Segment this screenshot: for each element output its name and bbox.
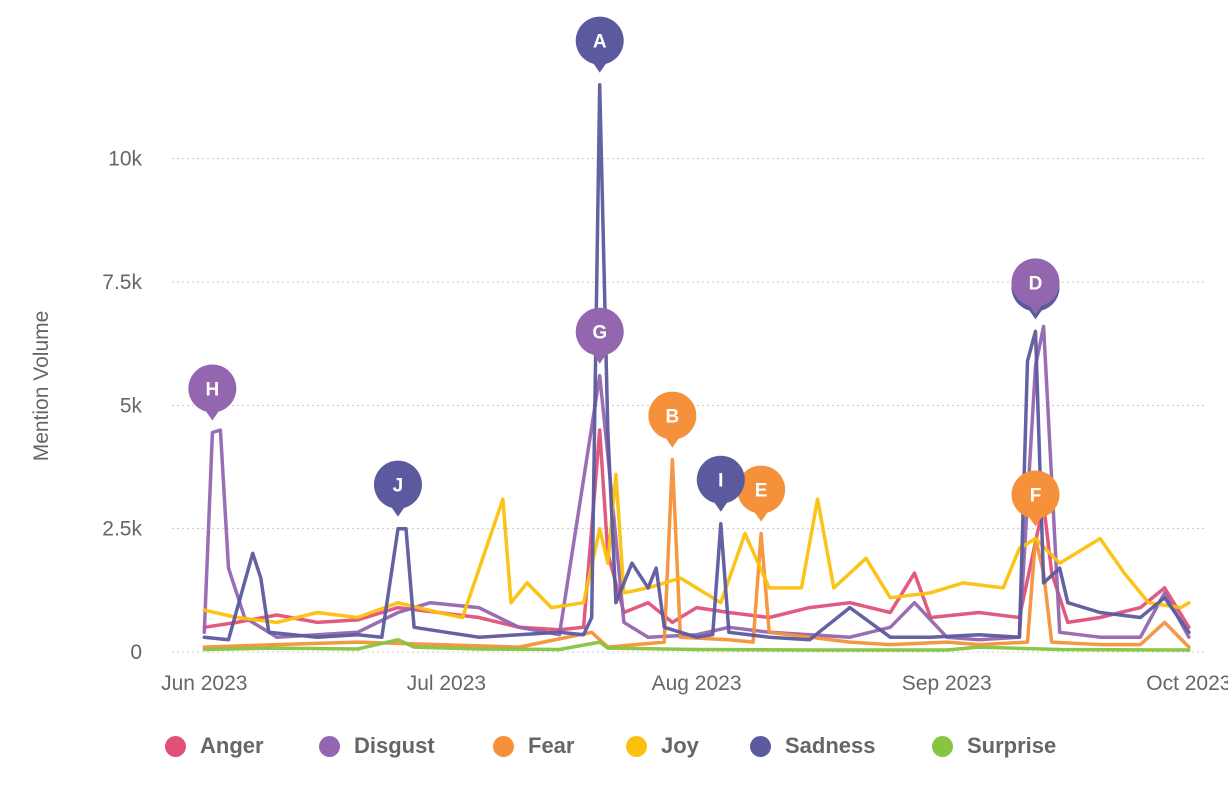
series-line-joy[interactable] [202,472,1191,625]
series-line-disgust[interactable] [202,324,1191,642]
y-tick-label: 2.5k [102,518,142,541]
annotation-marker-b[interactable]: B [648,391,697,448]
y-tick-label: 0 [130,641,142,664]
annotation-label: J [393,476,404,497]
x-tick-label: Jul 2023 [407,672,486,695]
series-line-surprise[interactable] [202,637,1191,652]
annotation-marker-e[interactable]: E [737,465,786,522]
legend-item-surprise[interactable]: Surprise [932,730,1056,762]
legend-label: Fear [528,733,575,758]
y-tick-label: 5k [120,394,143,417]
annotation-marker-j[interactable]: J [373,460,422,517]
annotation-label: G [592,323,607,344]
legend-item-joy[interactable]: Joy [626,730,699,762]
y-axis-label: Mention Volume [30,311,53,462]
annotation-marker-d[interactable]: D [1011,258,1060,315]
legend-label: Surprise [967,733,1057,758]
series-line-sadness[interactable] [202,82,1191,642]
annotation-marker-i[interactable]: I [696,455,745,512]
legend-item-anger[interactable]: Anger [165,730,264,762]
annotation-marker-f[interactable]: F [1011,470,1060,527]
x-tick-label: Jun 2023 [161,672,247,695]
series-lines [202,82,1191,652]
line-chart: 0 2.5k 5k 7.5k 10k Jun 2023 Jul 2023 Aug 2023 S… [30,16,1228,695]
legend-label: Sadness [785,733,876,758]
annotation-label: E [755,481,768,502]
x-tick-label: Aug 2023 [652,672,742,695]
legend-swatch [626,735,647,757]
legend-label: Anger [200,733,264,758]
legend-swatch [319,735,340,757]
annotation-label: B [665,407,679,428]
annotation-label: I [718,471,723,492]
y-tick-label: 10k [108,148,142,171]
legend-swatch [750,735,771,757]
annotation-label: D [1029,273,1043,294]
legend-label: Disgust [354,733,435,758]
x-axis-ticks: Jun 2023 Jul 2023 Aug 2023 Sep 2023 Oct 2023 [161,672,1228,695]
legend: Anger Disgust Fear Joy Sadness Surprise [0,730,1228,766]
legend-item-disgust[interactable]: Disgust [319,730,435,762]
legend-label: Joy [661,733,699,758]
y-axis-ticks: 0 2.5k 5k 7.5k 10k [102,148,142,664]
series-line-fear[interactable] [202,457,1191,649]
annotation-label: A [593,32,607,53]
annotation-marker-a[interactable]: A [575,16,624,73]
annotation-label: H [205,379,219,400]
annotation-label: F [1030,486,1042,507]
legend-item-sadness[interactable]: Sadness [750,730,876,762]
annotation-markers: ABCDEFGHIJ [188,16,1060,527]
annotation-marker-h[interactable]: H [188,364,237,421]
x-tick-label: Sep 2023 [902,672,992,695]
legend-item-fear[interactable]: Fear [493,730,574,762]
legend-swatch [932,735,953,757]
legend-swatch [165,735,186,757]
x-tick-label: Oct 2023 [1146,672,1228,695]
annotation-marker-g[interactable]: G [575,307,624,364]
legend-swatch [493,735,514,757]
y-tick-label: 7.5k [102,271,142,294]
